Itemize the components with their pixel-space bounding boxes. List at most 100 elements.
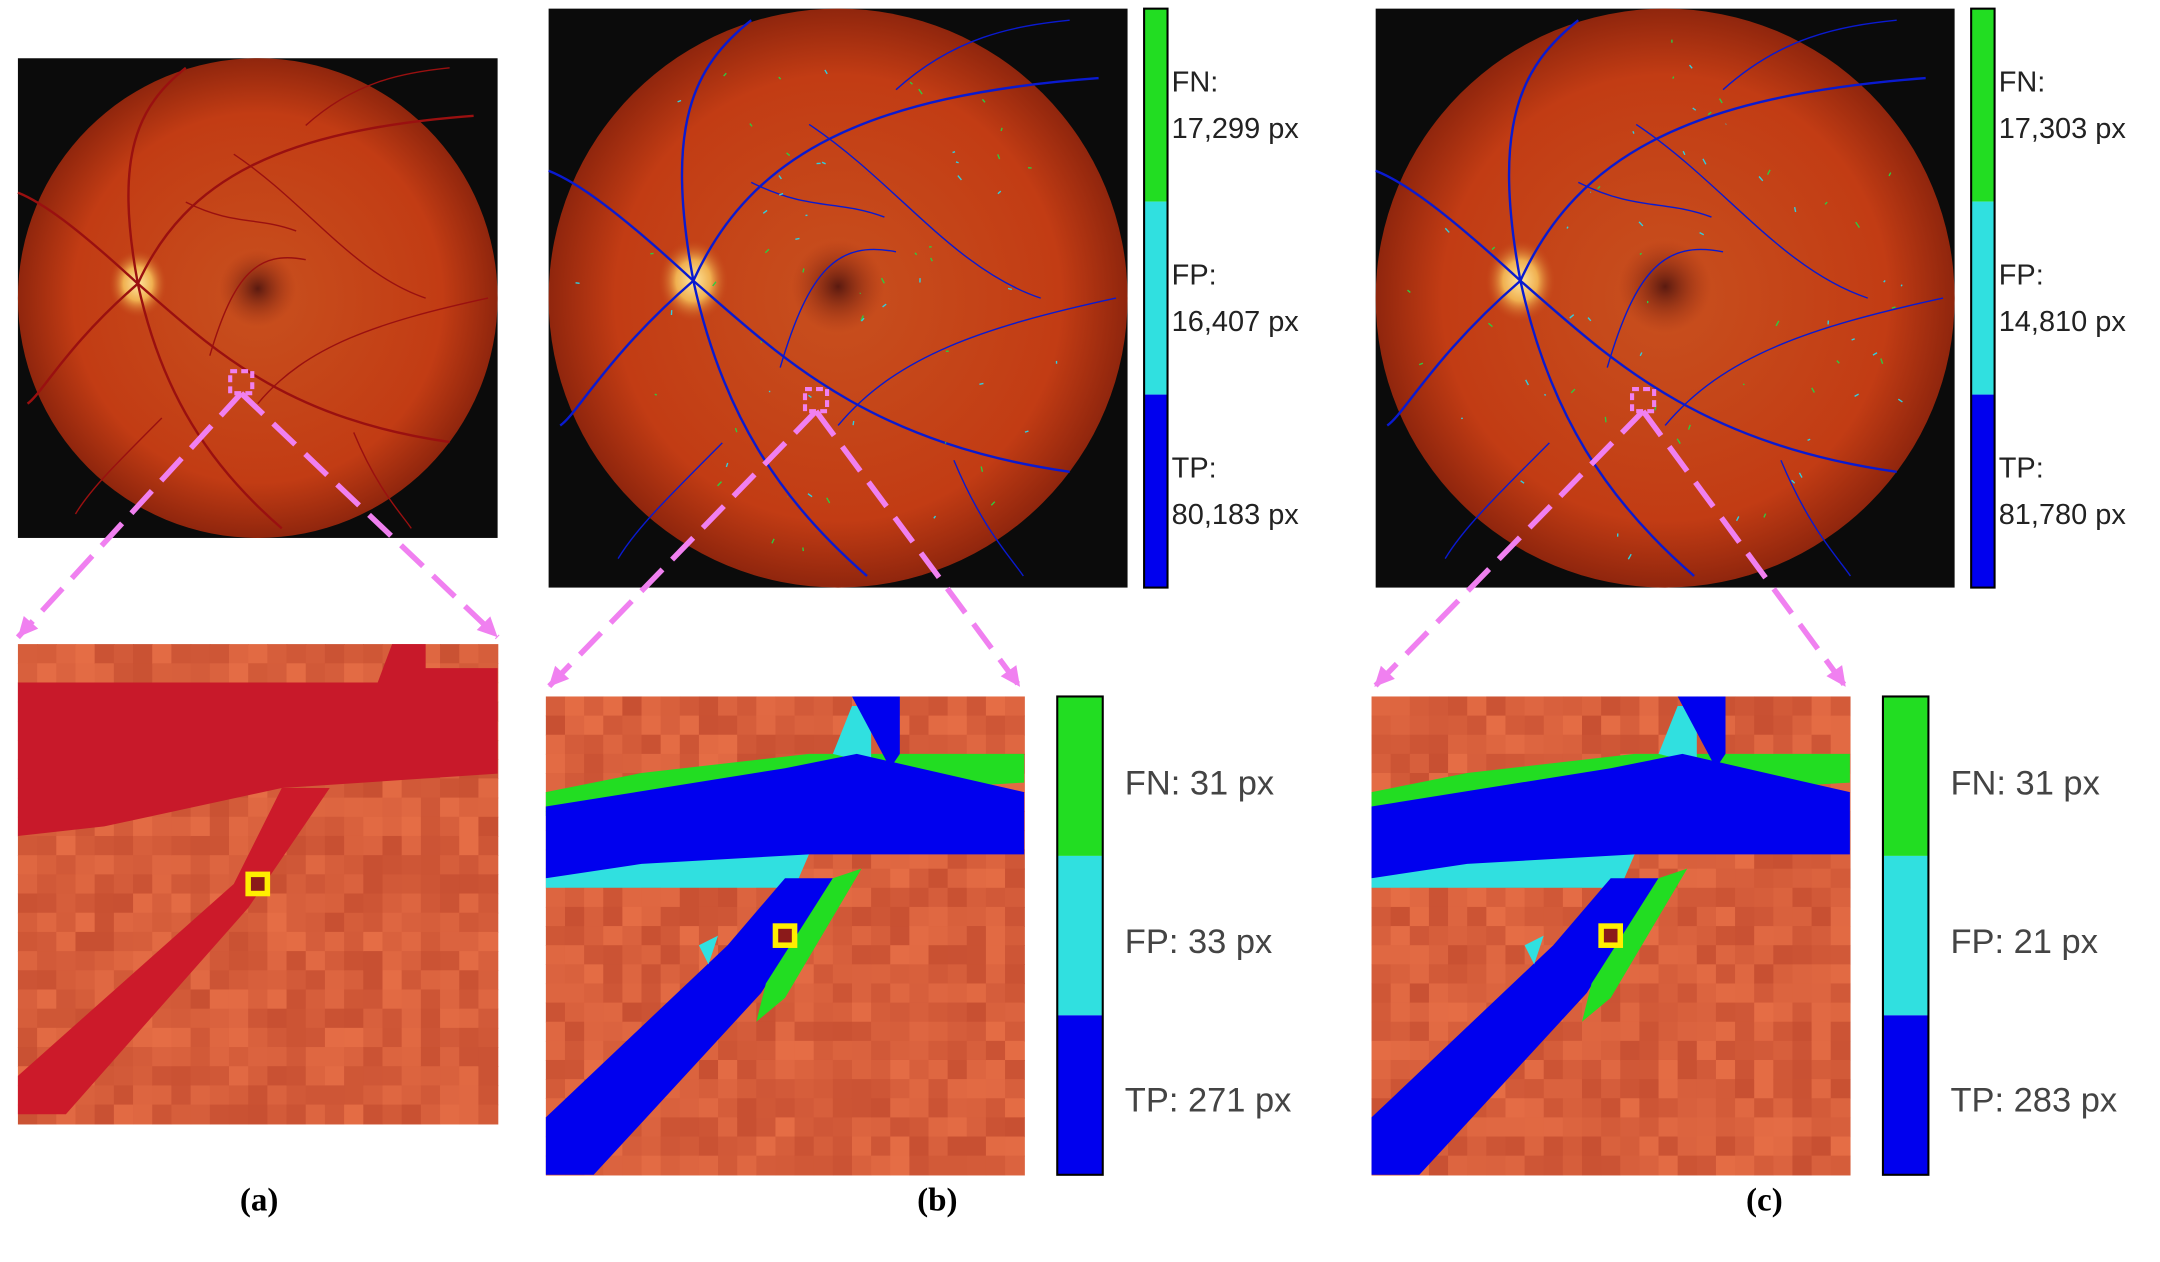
vessel (75, 418, 161, 514)
pixel (17, 874, 38, 895)
pixel (1005, 715, 1025, 736)
pixel (851, 1098, 872, 1119)
pixel (545, 887, 566, 908)
pixel (985, 906, 1006, 927)
vessels (1376, 20, 1943, 576)
pixel (1677, 887, 1698, 908)
pixel (1735, 1002, 1755, 1023)
pixel (871, 1079, 891, 1099)
vessel-detail (1718, 98, 1723, 104)
pixel (564, 1040, 585, 1061)
pixel (1754, 1136, 1775, 1157)
pixel (985, 1098, 1006, 1119)
pixel (947, 1155, 968, 1176)
pixel (1754, 1098, 1775, 1119)
pixel (1428, 753, 1449, 774)
pixel (718, 715, 738, 736)
vessel-detail (1891, 306, 1896, 309)
pixel (1715, 945, 1736, 966)
pixel (17, 663, 38, 684)
pixel (1428, 1155, 1449, 1176)
pixel (966, 926, 987, 946)
pixel (228, 1008, 249, 1029)
color-bar (1970, 7, 1996, 589)
pixel (641, 906, 662, 927)
vessel (693, 281, 867, 576)
pixel (478, 1104, 499, 1125)
pixel (363, 912, 384, 933)
pixel (363, 931, 384, 952)
pixel (832, 1040, 853, 1061)
pixel (344, 1047, 364, 1067)
pixel (966, 1040, 987, 1061)
pixel (832, 696, 853, 717)
pixel (1639, 1098, 1660, 1119)
vessel-detail (860, 315, 864, 322)
pixel (459, 797, 480, 818)
pixel (1792, 849, 1813, 870)
vessel (1445, 443, 1549, 559)
pixel (286, 1104, 307, 1125)
pixel (660, 1136, 681, 1157)
pixel (909, 906, 930, 927)
pixel (1005, 964, 1025, 985)
pixel (1467, 696, 1488, 717)
vessel-detail (1525, 379, 1530, 386)
pixel (1428, 926, 1449, 946)
pixel (1620, 1155, 1641, 1176)
pixel (813, 1021, 834, 1042)
pixel (190, 893, 211, 914)
pixel (363, 874, 384, 895)
pixel (1677, 1021, 1698, 1042)
pixel (286, 1047, 307, 1067)
pixel (603, 906, 624, 927)
pixel (813, 734, 834, 755)
pixel (171, 1104, 192, 1125)
pixel (17, 989, 38, 1010)
pixel (1811, 1098, 1832, 1119)
pixel (1562, 1059, 1583, 1080)
pixel (928, 945, 949, 966)
pixel (1658, 964, 1679, 985)
pixel (737, 1117, 758, 1138)
pixel (133, 816, 153, 837)
pixel (1658, 1117, 1679, 1138)
pixel (401, 1008, 422, 1029)
pixel (324, 797, 345, 818)
pixel (152, 874, 173, 895)
pixel (584, 734, 604, 755)
pixel (832, 849, 853, 870)
pixel (1601, 1059, 1621, 1080)
pixel (718, 1059, 738, 1080)
pixel (459, 816, 480, 837)
pixel (324, 1104, 345, 1125)
pixel (1792, 1098, 1813, 1119)
vessel-detail (1632, 131, 1635, 134)
pixel (545, 1059, 566, 1080)
zoom-line (1640, 409, 1848, 689)
pixel (1486, 753, 1507, 774)
pixel (1735, 1079, 1755, 1099)
pixel (228, 951, 249, 971)
pixel (478, 835, 499, 856)
pixel (1390, 964, 1411, 985)
pixel (171, 644, 192, 664)
pixel (286, 989, 307, 1010)
pixel (171, 989, 192, 1010)
pixel (890, 906, 911, 927)
color-bar (1881, 695, 1930, 1176)
pixel (1754, 734, 1775, 755)
pixel (1773, 868, 1794, 889)
pixel (1448, 696, 1468, 717)
pixel (947, 849, 968, 870)
pixel (603, 887, 624, 908)
pixel (1830, 734, 1851, 755)
pixel (909, 849, 930, 870)
pixel (1581, 1021, 1602, 1042)
pixel (1830, 1059, 1851, 1080)
pixel (37, 663, 57, 684)
pixel (1486, 964, 1507, 985)
pixel (660, 696, 681, 717)
pixel (928, 887, 949, 908)
zoom-legend-label: TP: 283 px (1950, 1081, 2117, 1119)
